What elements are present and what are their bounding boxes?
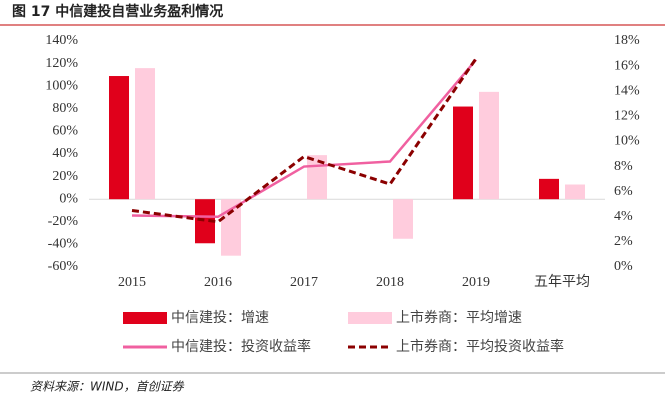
x-tick-label: 2016 (204, 275, 232, 290)
bar (539, 178, 559, 200)
bar (135, 68, 155, 200)
x-tick-label: 2018 (376, 275, 404, 290)
y2-tick-label: 16% (614, 58, 640, 73)
y-tick-label: 20% (52, 169, 78, 184)
y-tick-label: 120% (45, 56, 78, 71)
legend-label: 上市券商：平均投资收益率 (396, 338, 564, 355)
legend-label: 上市券商：平均增速 (396, 309, 522, 326)
x-tick-label: 2017 (290, 275, 318, 290)
y-tick-label: 40% (52, 146, 78, 161)
y2-tick-label: 10% (614, 134, 640, 149)
x-tick-label: 2019 (462, 275, 490, 290)
y-tick-label: 100% (45, 78, 78, 93)
y-tick-label: -20% (48, 214, 79, 229)
bar (565, 184, 585, 200)
bar (479, 91, 499, 200)
line (131, 57, 478, 224)
source: 资料来源：WIND，首创证券 (30, 380, 185, 394)
legend-swatch (348, 312, 392, 324)
y2-tick-label: 8% (614, 159, 633, 174)
x-tick-label: 2015 (118, 275, 146, 290)
x-tick-label: 五年平均 (534, 274, 590, 290)
y-tick-label: 140% (45, 33, 78, 48)
y-tick-label: 0% (59, 191, 78, 206)
y2-tick-label: 0% (614, 259, 633, 274)
y-tick-label: 60% (52, 124, 78, 139)
legend-label: 中信建投：投资收益率 (171, 338, 311, 355)
y-tick-label: -60% (48, 259, 79, 274)
y2-tick-label: 14% (614, 83, 640, 98)
bar (453, 106, 473, 200)
bar (393, 199, 413, 239)
y2-tick-label: 12% (614, 109, 640, 124)
line (131, 59, 477, 219)
y2-tick-label: 2% (614, 234, 633, 249)
legend-swatch (123, 312, 167, 324)
legend-label: 中信建投：增速 (171, 310, 269, 326)
y-tick-label: 80% (52, 101, 78, 116)
y2-tick-label: 6% (614, 184, 633, 199)
bar (195, 199, 215, 244)
chart-title: 图 17 中信建投自营业务盈利情况 (12, 3, 223, 20)
y-tick-label: -40% (48, 237, 79, 252)
y2-tick-label: 4% (614, 209, 633, 224)
y2-tick-label: 18% (614, 33, 640, 48)
bar (109, 76, 129, 200)
